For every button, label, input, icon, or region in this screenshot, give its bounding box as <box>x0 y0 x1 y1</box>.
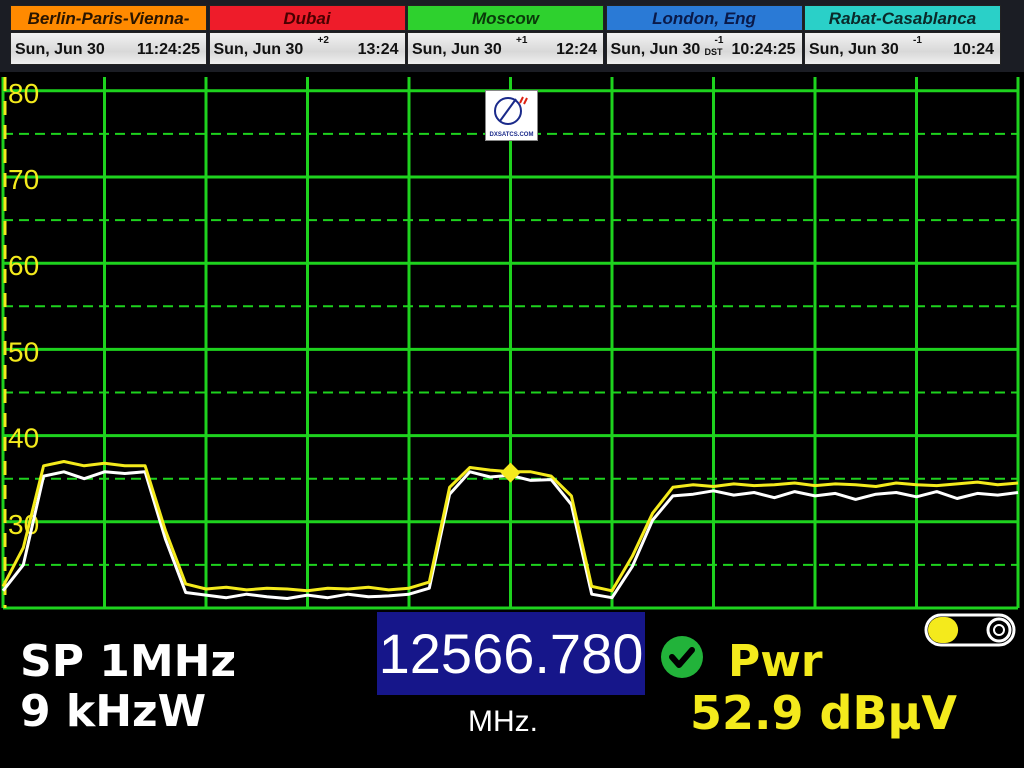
logo-text: DXSATCS.COM <box>489 132 534 138</box>
check-circle-icon <box>661 636 703 678</box>
clock-time-row: Sun, Jun 30 +1 12:24 <box>407 32 604 65</box>
clock-offset: +2 <box>317 35 329 46</box>
marker-diamond <box>500 462 521 483</box>
clock-0: Berlin-Paris-Vienna-Roma Sun, Jun 30 11:… <box>10 5 207 65</box>
clock-dst: DST <box>704 47 723 57</box>
power-value: 52.9 dBµV <box>690 686 957 740</box>
clock-time-row: Sun, Jun 30 11:24:25 <box>10 32 207 65</box>
y-tick-label: 50 <box>8 336 39 367</box>
battery-icon <box>924 613 1016 647</box>
clock-date: Sun, Jun 30 <box>412 41 502 58</box>
clock-3: London, Eng Sun, Jun 30 -1 DST 10:24:25 <box>605 5 803 65</box>
clock-date: Sun, Jun 30 <box>809 41 899 58</box>
clock-time: 10:24 <box>953 41 994 58</box>
dxsatcs-logo: DXSATCS.COM <box>485 90 538 141</box>
world-clock-bar: Berlin-Paris-Vienna-Roma Sun, Jun 30 11:… <box>0 0 1024 72</box>
clock-city: Rabat-Casablanca <box>804 5 1001 31</box>
clock-1: Dubai Sun, Jun 30 +2 13:24 <box>208 5 406 65</box>
rbw-readout: 9 kHzW <box>20 686 207 737</box>
clock-time: 13:24 <box>357 41 399 58</box>
clock-time-row: Sun, Jun 30 +2 13:24 <box>208 32 406 65</box>
clock-time-row: Sun, Jun 30 -1 10:24 <box>804 32 1001 65</box>
clock-time: 11:24:25 <box>136 41 200 58</box>
span-readout: SP 1MHz <box>20 636 237 687</box>
clock-4: Rabat-Casablanca Sun, Jun 30 -1 10:24 <box>804 5 1001 65</box>
y-tick-label: 80 <box>8 78 39 109</box>
y-tick-label: 40 <box>8 423 39 454</box>
y-tick-label: 60 <box>8 250 39 281</box>
frequency-readout[interactable]: 12566.780 <box>377 612 645 695</box>
frequency-unit: MHz. <box>468 705 538 738</box>
clock-time: 12:24 <box>556 41 597 58</box>
clock-offset: +1 <box>516 35 528 46</box>
clock-time: 10:24:25 <box>731 41 796 58</box>
clock-date: Sun, Jun 30 <box>213 41 304 58</box>
clock-offset: -1 <box>913 35 922 46</box>
clock-city: Moscow <box>407 5 604 31</box>
clock-city: Dubai <box>208 5 406 31</box>
clock-city: Berlin-Paris-Vienna-Roma <box>10 5 207 54</box>
clock-2: Moscow Sun, Jun 30 +1 12:24 <box>407 5 604 65</box>
clock-date: Sun, Jun 30 <box>610 41 701 58</box>
clock-offset: -1 <box>714 35 724 46</box>
clock-city: London, Eng <box>605 5 803 31</box>
clock-date: Sun, Jun 30 <box>15 41 105 58</box>
y-tick-label: 70 <box>8 164 39 195</box>
clock-time-row: Sun, Jun 30 -1 DST 10:24:25 <box>605 32 803 65</box>
satellite-dish-icon <box>494 96 528 125</box>
power-label: Pwr <box>728 636 823 687</box>
